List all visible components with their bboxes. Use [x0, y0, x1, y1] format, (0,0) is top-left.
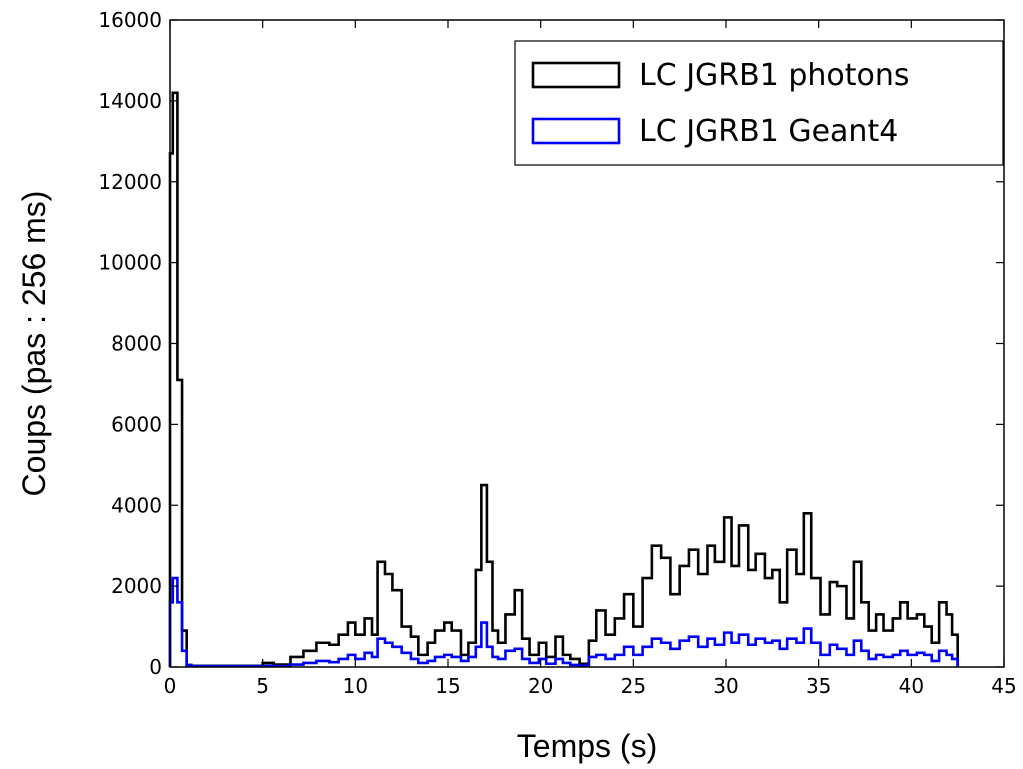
- x-tick-label: 0: [164, 674, 177, 698]
- legend-swatch: [531, 117, 621, 145]
- y-tick-label: 16000: [98, 8, 162, 32]
- x-tick-label: 40: [899, 674, 924, 698]
- x-tick-label: 30: [713, 674, 738, 698]
- x-tick-label: 5: [256, 674, 269, 698]
- x-tick-label: 45: [991, 674, 1016, 698]
- x-tick-label: 35: [806, 674, 831, 698]
- legend-frame: [514, 40, 1004, 166]
- y-tick-label: 12000: [98, 170, 162, 194]
- x-ticks: 0 5 10 15 20 25 30 35 40 45: [164, 20, 1017, 698]
- series-line-1: [168, 576, 959, 668]
- x-tick-label: 10: [343, 674, 368, 698]
- y-ticks: 0 2000 4000 6000 8000 10000 12000 14000 16000: [98, 8, 1004, 679]
- legend-swatch: [531, 61, 621, 89]
- legend-label: LC JGRB1 photons: [639, 58, 910, 93]
- y-tick-label: 8000: [111, 332, 162, 356]
- x-tick-label: 20: [528, 674, 553, 698]
- y-tick-label: 0: [149, 655, 162, 679]
- y-axis-title: Coups (pas : 256 ms): [16, 191, 52, 497]
- x-tick-label: 25: [621, 674, 646, 698]
- legend-label: LC JGRB1 Geant4: [639, 114, 898, 149]
- legend: LC JGRB1 photons LC JGRB1 Geant4: [514, 40, 1004, 166]
- y-tick-label: 2000: [111, 574, 162, 598]
- y-tick-label: 6000: [111, 412, 162, 436]
- y-tick-label: 10000: [98, 251, 162, 275]
- y-tick-label: 4000: [111, 493, 162, 517]
- x-tick-label: 15: [435, 674, 460, 698]
- y-tick-label: 14000: [98, 89, 162, 113]
- x-axis-title: Temps (s): [517, 728, 657, 764]
- series-layer: [168, 91, 959, 668]
- series-line-0: [168, 91, 959, 668]
